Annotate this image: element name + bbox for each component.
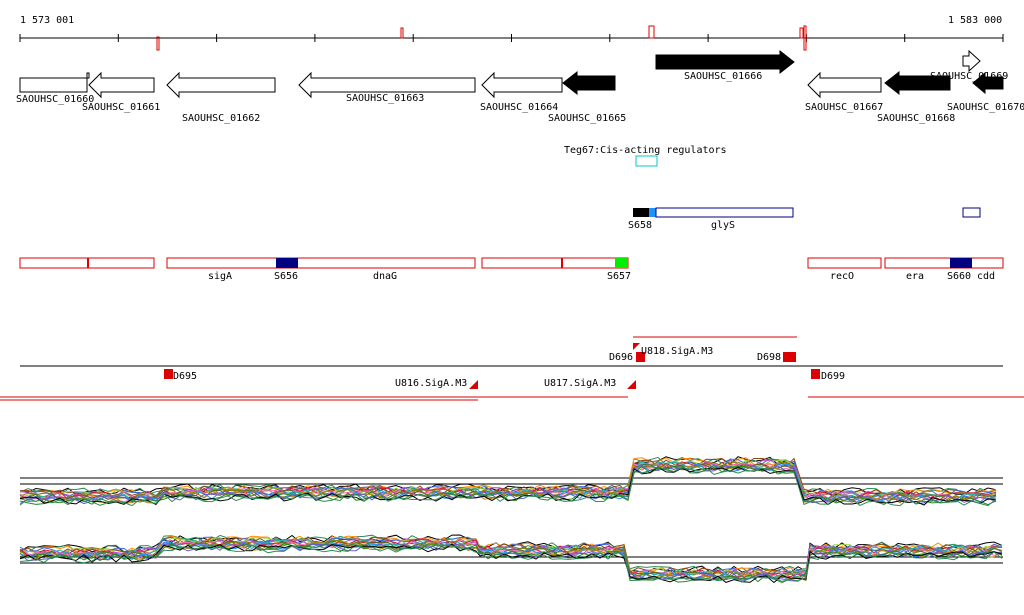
feature-s658-block[interactable] [633, 208, 649, 217]
gene-label: SAOUHSC_01670 [947, 102, 1024, 113]
operon-segment[interactable] [166, 257, 476, 269]
operon-label: sigA [208, 271, 232, 282]
gene-arrow [562, 70, 616, 96]
gene-label: SAOUHSC_01665 [548, 113, 626, 124]
regulator-track: Teg67:Cis-acting regulators [564, 145, 727, 167]
promoter-label: D699 [821, 371, 845, 382]
promoter-label: D695 [173, 371, 197, 382]
regulator-label: Teg67:Cis-acting regulators [564, 145, 727, 156]
coordinate-ruler: 1 573 001 1 583 000 [19, 15, 1004, 51]
promoter-label: U817.SigA.M3 [544, 378, 616, 389]
operon-label: era [906, 271, 924, 282]
ruler-marker [156, 36, 160, 51]
gene-label: SAOUHSC_01660 [16, 94, 94, 105]
operon-segment[interactable] [884, 257, 1004, 269]
operon-label: cdd [977, 271, 995, 282]
expression-profiles [19, 534, 1003, 584]
regulator-box[interactable] [635, 155, 658, 167]
feature-s656-block[interactable] [276, 258, 298, 268]
promoter-label: D698 [757, 352, 781, 363]
gene-saouhsc-01667[interactable]: SAOUHSC_01667 [805, 71, 883, 113]
expression-profile-line [20, 457, 997, 498]
gene-saouhsc-01662[interactable]: SAOUHSC_01662 [166, 71, 276, 124]
gene-label: SAOUHSC_01669 [930, 71, 1008, 82]
operon-segment[interactable] [481, 257, 629, 269]
ruler-marker [648, 25, 655, 39]
gene-saouhsc-01665[interactable]: SAOUHSC_01665 [548, 70, 626, 124]
promoter-label: U818.SigA.M3 [641, 346, 713, 357]
expression-profile-line [19, 466, 997, 507]
terminator-marker[interactable] [783, 352, 796, 362]
ruler-markers [156, 25, 807, 51]
expression-profile-line [19, 456, 997, 496]
gene-label: SAOUHSC_01662 [182, 113, 260, 124]
promoter-marker[interactable] [469, 380, 478, 389]
gene-arrow [88, 71, 155, 99]
gene-arrow [19, 72, 90, 93]
expression-profiles [19, 456, 997, 507]
gene-arrow [481, 71, 563, 99]
operon-label: dnaG [373, 271, 397, 282]
expression-track-upper [19, 456, 1003, 507]
gene-label: SAOUHSC_01663 [346, 93, 424, 104]
gene-saouhsc-01670[interactable]: SAOUHSC_01670 [947, 71, 1024, 113]
promoter-track: D695 U816.SigA.M3 U817.SigA.M3 D696 U818… [0, 336, 1024, 401]
gene-arrow [655, 49, 795, 75]
feature-s657-block[interactable] [615, 258, 628, 268]
terminator-marker[interactable] [636, 352, 645, 362]
promoter-label: D696 [609, 352, 633, 363]
expression-profile-line [19, 544, 1003, 583]
gene-arrow [166, 71, 276, 99]
feature-label-s658: S658 [628, 220, 652, 231]
gene-saouhsc-01669[interactable]: SAOUHSC_01669 [930, 49, 1008, 82]
ruler-start-label: 1 573 001 [20, 15, 74, 26]
operon-segment[interactable] [807, 257, 882, 269]
feature-s660-block[interactable] [950, 258, 972, 268]
gene-label: SAOUHSC_01664 [480, 102, 558, 113]
ruler-marker [400, 27, 404, 39]
gene-arrow [298, 71, 476, 99]
operon-track: sigA S656 dnaG S657 recO era S660 cdd [19, 257, 1004, 282]
gene-label: SAOUHSC_01668 [877, 113, 955, 124]
gene-label: SAOUHSC_01666 [684, 71, 762, 82]
feature-junction-block [649, 208, 656, 217]
ruler-marker [799, 27, 804, 39]
operon-label: S656 [274, 271, 298, 282]
glys-track: S658 glyS [628, 207, 981, 231]
gene-arrow [972, 71, 1004, 95]
feature-small-box[interactable] [962, 207, 981, 218]
gene-saouhsc-01660[interactable]: SAOUHSC_01660 [16, 72, 94, 105]
operon-label: S657 [607, 271, 631, 282]
feature-glys-block[interactable] [655, 207, 794, 218]
expression-track-lower [19, 534, 1003, 584]
terminator-marker[interactable] [811, 369, 820, 379]
promoter-marker[interactable] [633, 343, 640, 350]
gene-saouhsc-01661[interactable]: SAOUHSC_01661 [82, 71, 160, 113]
promoter-label: U816.SigA.M3 [395, 378, 467, 389]
expression-profile-line [19, 543, 1003, 583]
gene-label: SAOUHSC_01667 [805, 102, 883, 113]
gene-arrow [962, 49, 981, 73]
operon-label: S660 [947, 271, 971, 282]
expression-profile-line [19, 464, 997, 504]
gene-saouhsc-01666[interactable]: SAOUHSC_01666 [655, 49, 795, 82]
feature-label-glys: glyS [711, 220, 735, 231]
gene-saouhsc-01668[interactable]: SAOUHSC_01668 [877, 70, 955, 124]
ruler-end-label: 1 583 000 [948, 15, 1002, 26]
ruler-marker [803, 25, 807, 51]
terminator-marker[interactable] [164, 369, 173, 379]
gene-track: SAOUHSC_01660 SAOUHSC_01661 SAOUHSC_0166… [16, 49, 1024, 124]
gene-saouhsc-01664[interactable]: SAOUHSC_01664 [480, 71, 563, 113]
gene-arrow [884, 70, 951, 96]
promoter-marker[interactable] [627, 380, 636, 389]
gene-saouhsc-01663[interactable]: SAOUHSC_01663 [298, 71, 476, 104]
operon-label: recO [830, 271, 854, 282]
gene-label: SAOUHSC_01661 [82, 102, 160, 113]
gene-arrow [807, 71, 882, 99]
